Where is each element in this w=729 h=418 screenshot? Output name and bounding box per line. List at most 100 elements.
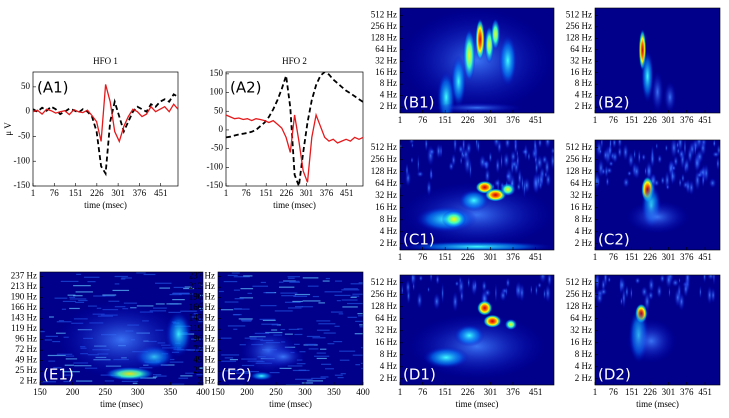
texture	[424, 140, 429, 153]
texture	[699, 285, 702, 300]
texture	[664, 144, 669, 152]
texture	[60, 280, 79, 283]
texture	[284, 333, 293, 335]
x-tick-label: 400	[356, 387, 370, 397]
texture	[339, 359, 350, 361]
y-tick-label: 4 Hz	[575, 361, 592, 371]
y-tick-label: 25 Hz	[193, 365, 215, 375]
texture	[180, 375, 193, 377]
texture	[114, 283, 120, 285]
x-tick-label: 200	[66, 387, 80, 397]
x-tick-label: 226	[643, 115, 657, 125]
texture	[294, 343, 300, 345]
y-tick-label: 32 Hz	[570, 325, 592, 335]
texture	[627, 151, 635, 169]
x-tick-label: 301	[300, 188, 314, 198]
texture	[405, 162, 409, 179]
texture	[69, 298, 87, 300]
x-axis-label: time (msec)	[269, 399, 312, 409]
x-tick-label: 376	[506, 387, 520, 397]
texture	[136, 272, 146, 274]
x-tick-label: 76	[609, 387, 619, 397]
texture	[500, 152, 503, 171]
texture	[302, 300, 321, 302]
texture	[595, 275, 600, 293]
texture	[341, 299, 358, 301]
texture	[674, 287, 682, 308]
x-tick-label: 451	[154, 188, 168, 198]
y-tick-label: 150	[210, 68, 224, 78]
y-tick-label: 213 Hz	[189, 281, 215, 291]
x-tick-label: 76	[418, 115, 428, 125]
intensity-blob	[261, 345, 305, 369]
y-tick-label: 96 Hz	[193, 334, 215, 344]
chart-title: HFO 1	[93, 56, 118, 66]
texture	[640, 285, 648, 298]
texture	[218, 290, 224, 293]
x-tick-label: 226	[643, 252, 657, 262]
texture	[451, 291, 459, 313]
y-tick-label: 8 Hz	[380, 78, 397, 88]
texture	[325, 277, 330, 280]
texture	[505, 172, 511, 181]
texture	[410, 156, 414, 164]
y-tick-label: -150	[14, 180, 31, 190]
x-tick-label: 76	[50, 188, 60, 198]
texture	[104, 380, 114, 382]
texture	[301, 382, 313, 384]
x-tick-label: 300	[131, 387, 145, 397]
texture	[260, 305, 277, 307]
texture	[172, 292, 190, 295]
texture	[608, 160, 614, 167]
texture	[534, 159, 539, 176]
y-tick-label: 2 Hz	[380, 238, 397, 248]
texture	[322, 280, 330, 282]
x-tick-label: 301	[662, 115, 676, 125]
texture	[284, 280, 300, 282]
frame	[594, 139, 721, 251]
y-tick-label: 32 Hz	[375, 55, 397, 65]
y-tick-label: 16 Hz	[570, 337, 592, 347]
x-tick-label: 226	[90, 188, 104, 198]
frame	[399, 274, 555, 386]
spectrogram-panel: 512 Hz 256 Hz 128 Hz 64 Hz 32 Hz 16 Hz 8 Hz 4 H…	[566, 274, 721, 409]
x-axis-label: time (msec)	[84, 200, 127, 210]
plot-lines	[33, 84, 178, 177]
y-tick-label: 72 Hz	[15, 344, 37, 354]
x-tick-label: 151	[625, 387, 639, 397]
frame	[399, 139, 555, 251]
y-tick-label: 64 Hz	[375, 313, 397, 323]
texture	[600, 287, 608, 296]
y-tick-label: 237 Hz	[11, 271, 37, 281]
texture	[316, 329, 330, 331]
y-tick-label: 16 Hz	[570, 67, 592, 77]
texture	[537, 282, 542, 289]
texture	[504, 140, 511, 150]
panel-label: (C2)	[598, 231, 630, 249]
y-tick-label: -50	[18, 130, 30, 140]
x-tick-label: 76	[418, 252, 428, 262]
spectrogram-image	[400, 8, 554, 113]
texture	[63, 380, 69, 383]
x-tick-label: 301	[484, 252, 498, 262]
texture	[279, 286, 295, 288]
texture	[458, 144, 464, 155]
y-tick-label: -100	[14, 155, 31, 165]
y-tick-label: 64 Hz	[570, 178, 592, 188]
texture	[340, 373, 346, 375]
texture	[58, 320, 64, 322]
texture	[659, 275, 666, 284]
y-tick-label: 2 Hz	[575, 101, 592, 111]
texture	[327, 343, 335, 345]
y-tick-label: 143 Hz	[189, 313, 215, 323]
texture	[706, 285, 713, 305]
texture	[712, 140, 716, 147]
x-tick-label: 301	[484, 115, 498, 125]
y-tick-label: 128 Hz	[566, 301, 592, 311]
texture	[352, 293, 363, 295]
y-tick-label: 256 Hz	[566, 289, 592, 299]
texture	[183, 287, 195, 290]
texture	[320, 376, 329, 378]
texture	[427, 286, 430, 293]
texture	[647, 276, 655, 294]
